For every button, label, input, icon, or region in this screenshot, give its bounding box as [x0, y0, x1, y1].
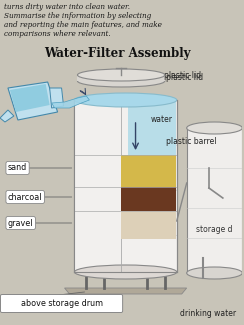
FancyBboxPatch shape [77, 75, 165, 81]
Ellipse shape [77, 75, 165, 87]
FancyBboxPatch shape [121, 211, 176, 239]
Polygon shape [50, 88, 63, 108]
Text: comparisons where relevant.: comparisons where relevant. [4, 30, 111, 38]
Text: and reporting the main features, and make: and reporting the main features, and mak… [4, 21, 162, 29]
Text: Summarise the information by selecting: Summarise the information by selecting [4, 12, 151, 20]
Text: sand: sand [8, 163, 27, 173]
Text: plastic barrel: plastic barrel [166, 137, 216, 147]
Text: water: water [151, 115, 173, 124]
FancyBboxPatch shape [121, 187, 176, 211]
Text: gravel: gravel [8, 218, 33, 227]
Ellipse shape [187, 267, 242, 279]
Ellipse shape [74, 265, 177, 279]
Text: drinking water: drinking water [181, 309, 237, 318]
Polygon shape [10, 84, 50, 112]
FancyBboxPatch shape [187, 128, 242, 273]
Text: charcoal: charcoal [8, 192, 42, 202]
Polygon shape [52, 96, 89, 108]
Text: turns dirty water into clean water.: turns dirty water into clean water. [4, 3, 130, 11]
Text: plastic lid: plastic lid [166, 72, 203, 82]
Polygon shape [65, 288, 187, 294]
Ellipse shape [74, 93, 177, 107]
Text: storage d: storage d [196, 225, 233, 234]
Ellipse shape [187, 122, 242, 134]
Text: plastic lid: plastic lid [164, 72, 201, 81]
FancyBboxPatch shape [0, 294, 123, 313]
Polygon shape [8, 82, 58, 120]
Text: above storage drum: above storage drum [20, 299, 103, 308]
FancyBboxPatch shape [121, 155, 176, 187]
Ellipse shape [77, 69, 165, 81]
FancyBboxPatch shape [75, 100, 128, 272]
FancyBboxPatch shape [75, 100, 176, 155]
FancyBboxPatch shape [74, 100, 177, 272]
Text: Water-Filter Assembly: Water-Filter Assembly [44, 47, 190, 60]
Polygon shape [0, 110, 14, 122]
